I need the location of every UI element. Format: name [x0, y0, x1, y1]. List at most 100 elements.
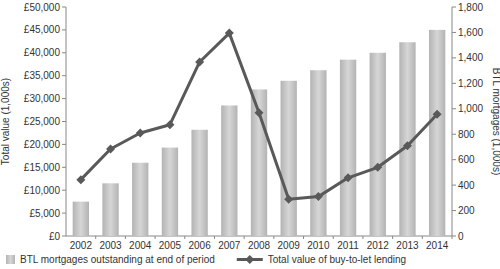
y2-tick-label: 600: [458, 154, 475, 165]
y-tick: [62, 190, 66, 191]
bar: [429, 30, 445, 236]
bar: [132, 163, 148, 236]
y-tick: [62, 121, 66, 122]
bar: [281, 81, 297, 236]
bar: [73, 202, 89, 236]
x-tick: [95, 236, 96, 239]
x-tick-label: 2007: [218, 240, 241, 251]
y2-tick: [452, 185, 456, 186]
x-tick-label: 2003: [99, 240, 122, 251]
marker: [255, 108, 264, 117]
bar: [162, 148, 178, 236]
x-tick: [273, 236, 274, 239]
marker: [284, 195, 293, 204]
marker: [76, 175, 85, 184]
bar: [340, 60, 356, 236]
y-tick: [62, 7, 66, 8]
bar: [370, 53, 386, 236]
y-tick-label: £20,000: [24, 139, 61, 150]
legend-label: Total value of buy-to-let lending: [268, 254, 406, 265]
x-tick: [452, 236, 453, 239]
bar: [221, 105, 237, 236]
y-tick-label: £5,000: [29, 208, 60, 219]
y-tick-label: £0: [49, 231, 61, 242]
bar: [310, 70, 326, 236]
y2-tick-label: 400: [458, 180, 475, 191]
y2-tick-label: 800: [458, 129, 475, 140]
x-tick: [214, 236, 215, 239]
marker: [433, 110, 442, 119]
y2-tick: [452, 7, 456, 8]
x-tick-label: 2013: [396, 240, 419, 251]
y2-tick-label: 1,400: [458, 52, 483, 63]
y-tick: [62, 98, 66, 99]
marker: [225, 29, 234, 38]
marker: [106, 144, 115, 153]
legend-marker: [245, 255, 254, 264]
y-tick: [62, 29, 66, 30]
y-tick-label: £50,000: [24, 2, 61, 13]
y2-tick: [452, 159, 456, 160]
x-tick: [362, 236, 363, 239]
y-tick-label: £40,000: [24, 47, 61, 58]
y2-axis-line: [452, 7, 453, 236]
y2-tick: [452, 83, 456, 84]
x-tick-label: 2004: [129, 240, 152, 251]
x-tick: [184, 236, 185, 239]
y2-tick: [452, 57, 456, 58]
y2-tick: [452, 32, 456, 33]
marker: [344, 173, 353, 182]
x-tick: [155, 236, 156, 239]
x-tick: [392, 236, 393, 239]
bar: [102, 183, 118, 236]
y-tick-label: £25,000: [24, 116, 61, 127]
legend-swatch: [6, 255, 15, 264]
y-tick: [62, 167, 66, 168]
marker: [136, 128, 145, 137]
y2-tick-label: 200: [458, 205, 475, 216]
x-tick: [244, 236, 245, 239]
x-tick: [303, 236, 304, 239]
x-tick-label: 2009: [278, 240, 301, 251]
y2-tick-label: 1,000: [458, 103, 483, 114]
plot-area: [73, 29, 446, 236]
chart: £0 £5,000 £10,000 £15,000 £20,000 £25,000 £30,…: [0, 0, 500, 269]
marker: [314, 192, 323, 201]
y2-tick-label: 1,600: [458, 27, 483, 38]
y-tick: [62, 236, 66, 237]
line: [81, 33, 437, 199]
x-tick-label: 2012: [367, 240, 390, 251]
y2-tick: [452, 108, 456, 109]
y2-tick-label: 0: [458, 231, 464, 242]
y-tick-label: £35,000: [24, 70, 61, 81]
x-tick-label: 2014: [426, 240, 449, 251]
x-tick-label: 2002: [70, 240, 93, 251]
y2-tick-label: 1,200: [458, 78, 483, 89]
x-tick: [125, 236, 126, 239]
marker: [195, 57, 204, 66]
y-tick: [62, 52, 66, 53]
y-tick-label: £45,000: [24, 24, 61, 35]
y-tick-label: £30,000: [24, 93, 61, 104]
y-tick-label: £15,000: [24, 162, 61, 173]
legend-label: BTL mortgages outstanding at end of peri…: [20, 254, 215, 265]
marker: [403, 141, 412, 150]
x-tick-label: 2010: [307, 240, 330, 251]
y2-axis-title: BTL mortgages (1,000s): [491, 68, 500, 175]
y-tick: [62, 75, 66, 76]
legend: BTL mortgages outstanding at end of peri…: [6, 254, 406, 265]
x-tick: [422, 236, 423, 239]
y-tick: [62, 144, 66, 145]
y-axis-title: Total value (1,000s): [0, 78, 11, 165]
x-tick: [333, 236, 334, 239]
bar: [251, 89, 267, 236]
y2-tick-label: 1,800: [458, 2, 483, 13]
x-tick-label: 2011: [337, 240, 359, 251]
x-tick-label: 2006: [188, 240, 211, 251]
y-tick-label: £10,000: [24, 185, 61, 196]
marker: [165, 120, 174, 129]
y2-tick: [452, 236, 456, 237]
y-tick: [62, 213, 66, 214]
y2-tick: [452, 134, 456, 135]
marker: [373, 163, 382, 172]
